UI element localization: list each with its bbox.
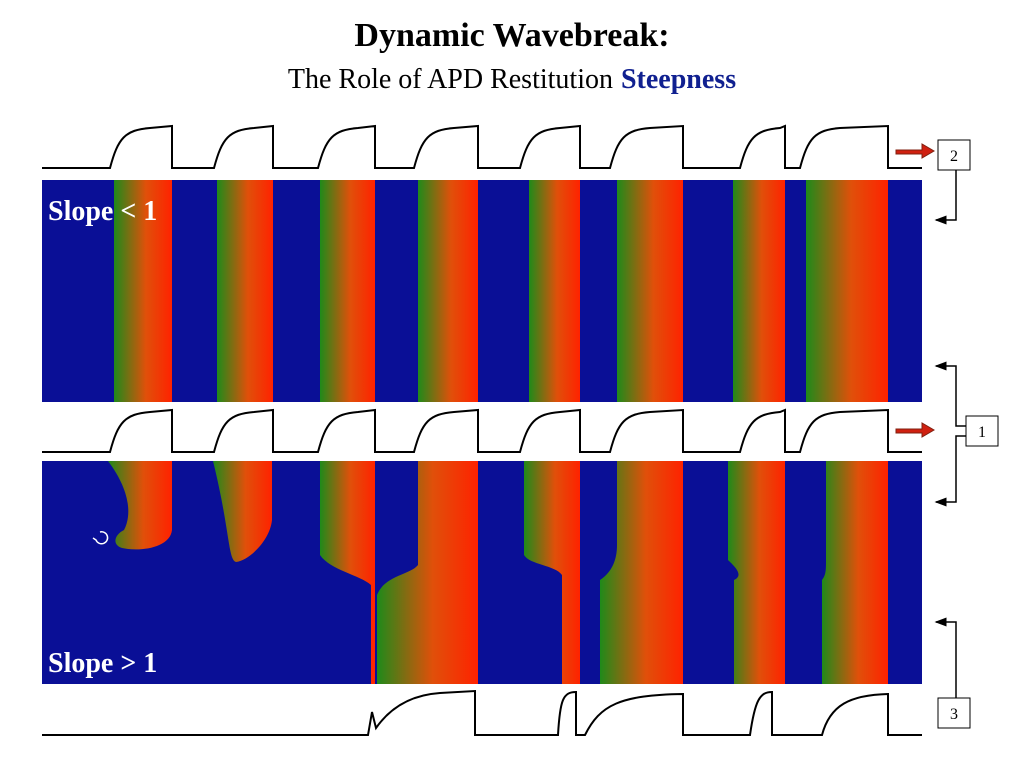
wave-stripe: [320, 180, 375, 402]
subtitle-text: The Role of APD Restitution: [288, 64, 613, 95]
box-label: 1: [978, 424, 986, 441]
rotation-icon: [92, 531, 109, 545]
wave-stripe: [806, 180, 888, 402]
subtitle-emphasis: Steepness: [621, 64, 736, 95]
wave-stripe: [529, 180, 580, 402]
wave-stripe: [524, 461, 580, 684]
wave-stripe: [728, 461, 785, 684]
panel-label: Slope < 1: [48, 196, 157, 227]
box-label: 3: [950, 706, 958, 723]
wave-stripe: [733, 180, 785, 402]
panel-label: Slope > 1: [48, 648, 157, 679]
wave-stripe: [320, 461, 375, 684]
box-label: 2: [950, 148, 958, 165]
trace: [42, 689, 922, 736]
panel-bottom: [42, 461, 922, 684]
trace: [42, 124, 922, 169]
wave-stripe: [213, 461, 272, 562]
subtitle: The Role of APD Restitution Steepness: [288, 64, 736, 95]
boxes: 2 1 3: [937, 139, 999, 729]
wave-stripe: [217, 180, 273, 402]
title: Dynamic Wavebreak:: [354, 17, 669, 54]
stripes: [108, 180, 888, 684]
wave-stripe: [418, 180, 478, 402]
trace: [42, 408, 922, 453]
wave-stripe: [108, 461, 172, 550]
wave-stripe: [600, 461, 683, 684]
arrows: [895, 143, 966, 698]
wave-stripe: [617, 180, 683, 402]
wave-stripe: [377, 461, 478, 684]
wave-stripe: [114, 180, 172, 402]
wave-stripe: [822, 461, 888, 684]
traces: [42, 124, 922, 736]
panel-top: [42, 180, 922, 402]
